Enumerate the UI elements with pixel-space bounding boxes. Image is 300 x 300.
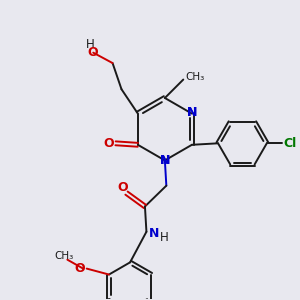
Text: N: N bbox=[160, 154, 170, 167]
Text: O: O bbox=[87, 46, 98, 59]
Text: H: H bbox=[160, 231, 169, 244]
Text: CH₃: CH₃ bbox=[186, 72, 205, 82]
Text: CH₃: CH₃ bbox=[55, 251, 74, 261]
Text: O: O bbox=[104, 137, 114, 150]
Text: Cl: Cl bbox=[283, 137, 297, 150]
Text: O: O bbox=[75, 262, 86, 275]
Text: N: N bbox=[149, 227, 159, 240]
Text: H: H bbox=[86, 38, 95, 51]
Text: N: N bbox=[160, 154, 170, 167]
Text: N: N bbox=[187, 106, 198, 119]
Text: N: N bbox=[187, 106, 198, 119]
Text: O: O bbox=[118, 181, 128, 194]
